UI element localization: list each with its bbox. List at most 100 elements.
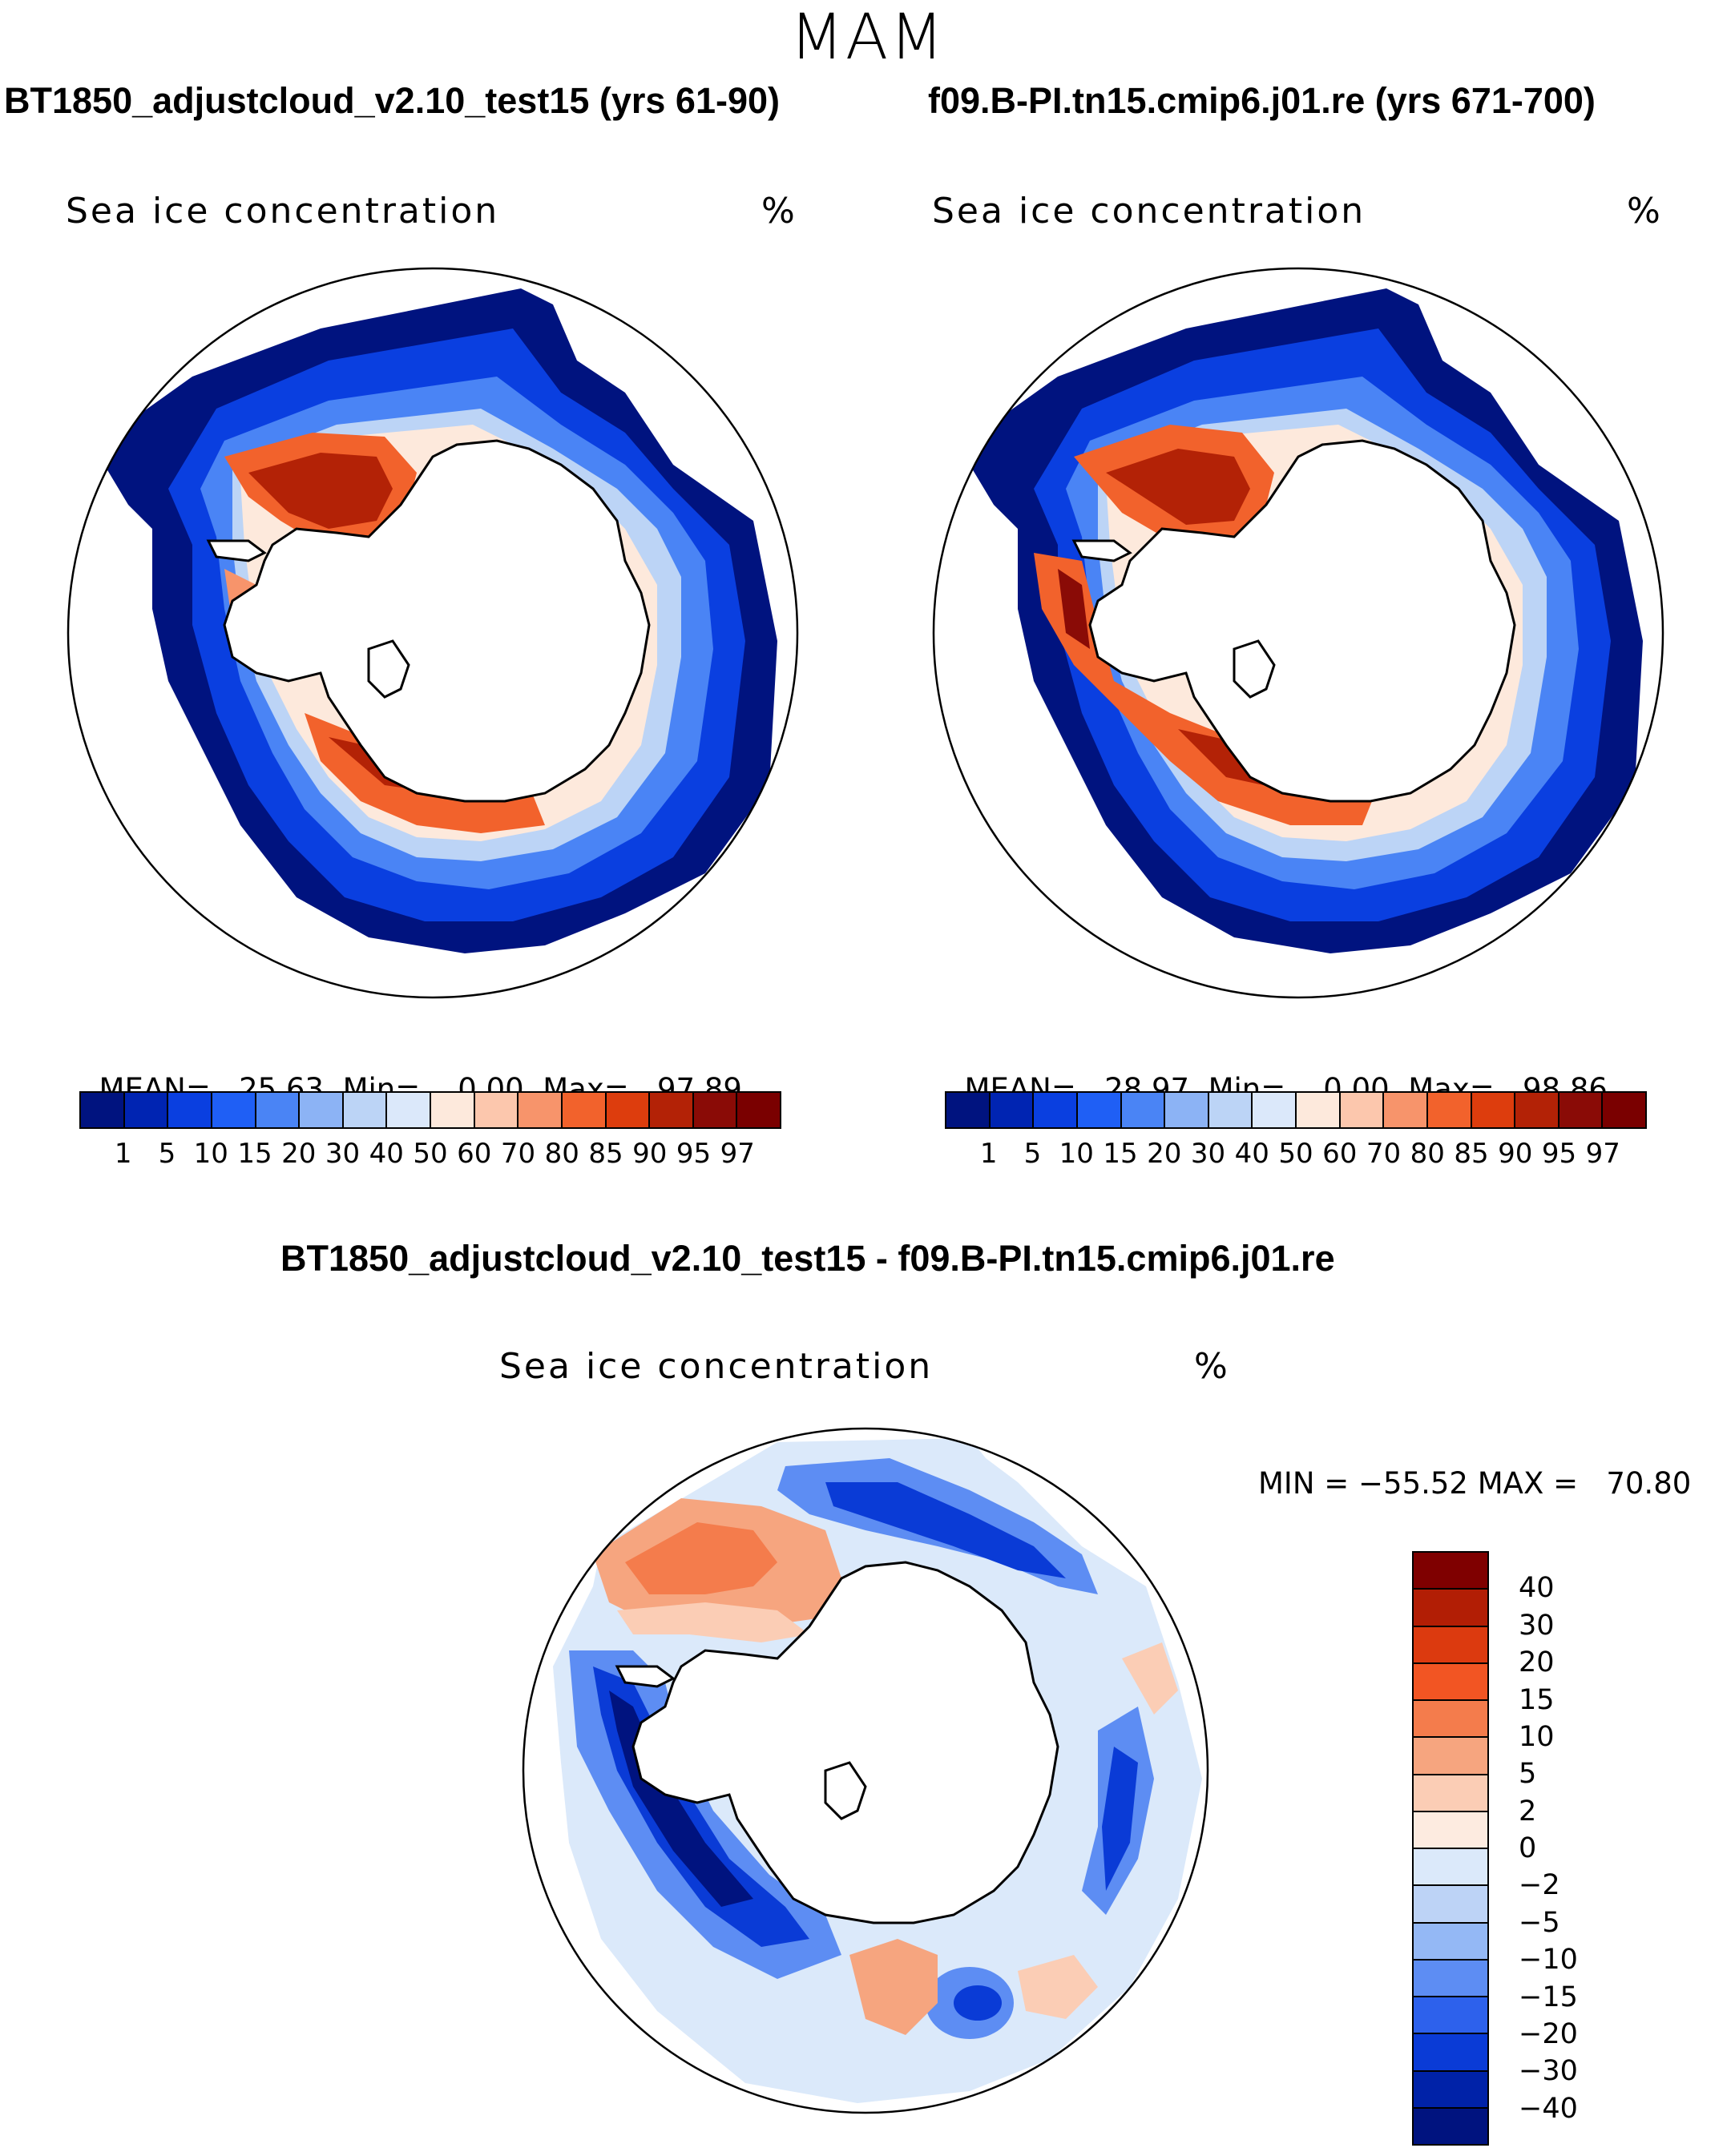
diff-colorbar-color-box [1414, 1701, 1487, 1739]
panel2-colorbar-tick-label: 5 [1023, 1138, 1042, 1170]
diff-colorbar-label: −30 [1519, 2055, 1578, 2088]
panel2-colorbar-tick-label: 90 [1498, 1138, 1533, 1170]
panel1-colorbar-color-box [256, 1093, 301, 1127]
diff-colorbar-label: 15 [1519, 1683, 1555, 1716]
panel2-units: % [1627, 191, 1663, 232]
panel2-colorbar-tick-label: 95 [1541, 1138, 1577, 1170]
panel2-colorbar-color-box [946, 1093, 991, 1127]
panel1-colorbar-tick-label: 95 [676, 1138, 712, 1170]
diff-colorbar-color-box [1414, 1849, 1487, 1887]
panel1-colorbar-tick-label: 50 [413, 1138, 448, 1170]
diff-colorbar-label: −20 [1519, 2017, 1578, 2050]
panel1-colorbar-tick-label: 20 [281, 1138, 317, 1170]
panel2-colorbar-color-box [1515, 1093, 1559, 1127]
panel2-colorbar-color-box [1253, 1093, 1297, 1127]
panel2-map [932, 267, 1664, 999]
diff-colorbar-color-box [1414, 1886, 1487, 1924]
panel1-colorbar-color-box [650, 1093, 694, 1127]
diff-colorbar-label: 20 [1519, 1646, 1555, 1679]
panel1-colorbar-tick-label: 5 [158, 1138, 176, 1170]
panel2-colorbar-tick-label: 70 [1366, 1138, 1402, 1170]
panel1-colorbar-color-box [562, 1093, 607, 1127]
panel2-colorbar-color-box [1471, 1093, 1516, 1127]
panel1-colorbar-color-box [300, 1093, 344, 1127]
panel1-colorbar-color-box [124, 1093, 169, 1127]
diff-colorbar-label: −5 [1519, 1906, 1560, 1939]
panel2-colorbar-tick-label: 97 [1585, 1138, 1620, 1170]
diff-units: % [1194, 1346, 1230, 1387]
diff-colorbar-color-box [1414, 1923, 1487, 1961]
panel2-colorbar-color-box [1077, 1093, 1122, 1127]
diff-colorbar-color-box [1414, 1590, 1487, 1627]
panel1-colorbar-tick-label: 80 [544, 1138, 579, 1170]
panel2-colorbar-color-box [990, 1093, 1035, 1127]
panel2-colorbar-color-box [1603, 1093, 1645, 1127]
panel1-case-title: BT1850_adjustcloud_v2.10_test15 (yrs 61-… [4, 80, 781, 121]
diff-colorbar-color-box [1414, 1997, 1487, 2035]
diff-title: BT1850_adjustcloud_v2.10_test15 - f09.B-… [280, 1238, 1335, 1279]
panel2-colorbar-tick-label: 50 [1278, 1138, 1313, 1170]
diff-colorbar-color-box [1414, 1960, 1487, 1997]
diff-colorbar-label: −10 [1519, 1944, 1578, 1977]
panel2-colorbar-color-box [1121, 1093, 1166, 1127]
panel2-colorbar-color-box [1034, 1093, 1078, 1127]
panel2-colorbar-color-box [1384, 1093, 1428, 1127]
diff-colorbar-color-box [1414, 1626, 1487, 1664]
diff-colorbar-color-box [1414, 1663, 1487, 1701]
panel1-colorbar-tick-label: 30 [325, 1138, 361, 1170]
panel1-colorbar-color-box [343, 1093, 388, 1127]
diff-colorbar-color-box [1414, 1775, 1487, 1812]
panel2-colorbar-tick-label: 30 [1190, 1138, 1226, 1170]
panel2-colorbar-tick-label: 85 [1454, 1138, 1489, 1170]
panel2-colorbar-tick-label: 20 [1147, 1138, 1182, 1170]
panel1-units: % [761, 191, 797, 232]
panel2-colorbar-tick-label: 40 [1234, 1138, 1269, 1170]
panel1-colorbar-color-box [606, 1093, 651, 1127]
diff-colorbar-color-box [1414, 1553, 1487, 1590]
panel2-colorbar-color-box [1165, 1093, 1209, 1127]
diff-colorbar [1412, 1551, 1489, 2146]
panel1-colorbar [79, 1091, 781, 1129]
diff-colorbar-label: 5 [1519, 1758, 1537, 1791]
panel1-colorbar-tick-label: 97 [720, 1138, 755, 1170]
panel1-colorbar-tick-label: 40 [369, 1138, 404, 1170]
panel1-colorbar-tick-label: 90 [632, 1138, 668, 1170]
panel1-colorbar-color-box [737, 1093, 780, 1127]
diff-colorbar-color-box [1414, 1811, 1487, 1849]
panel1-colorbar-color-box [168, 1093, 212, 1127]
panel1-colorbar-tick-label: 70 [500, 1138, 536, 1170]
panel2-colorbar-color-box [1297, 1093, 1341, 1127]
panel1-colorbar-color-box [387, 1093, 431, 1127]
panel1-colorbar-tick-label: 1 [114, 1138, 132, 1170]
diff-colorbar-color-box [1414, 2108, 1487, 2144]
panel1-colorbar-color-box [81, 1093, 125, 1127]
diff-colorbar-label: 10 [1519, 1720, 1555, 1753]
diff-variable: Sea ice concentration [499, 1346, 934, 1387]
panel1-colorbar-color-box [693, 1093, 738, 1127]
panel2-colorbar-tick-label: 15 [1103, 1138, 1138, 1170]
diff-colorbar-label: 0 [1519, 1832, 1537, 1864]
panel2-colorbar-color-box [1427, 1093, 1472, 1127]
panel1-variable: Sea ice concentration [66, 191, 500, 232]
diff-colorbar-labels: 40 30 20 15 10 5 2 0 −2 −5 −10 −15 −20 −30 −40 [1519, 1551, 1615, 2146]
panel2-case-title: f09.B-PI.tn15.cmip6.j01.re (yrs 671-700) [928, 80, 1596, 121]
panel2-colorbar-tick-label: 80 [1410, 1138, 1445, 1170]
diff-colorbar-label: −40 [1519, 2092, 1578, 2125]
panel2-colorbar-tick-label: 10 [1059, 1138, 1094, 1170]
panel1-colorbar-ticks: 1 5 10 15 20 30 40 50 60 70 80 85 90 95 97 [79, 1138, 781, 1173]
diff-colorbar-color-box [1414, 1738, 1487, 1775]
diff-colorbar-label: −15 [1519, 1981, 1578, 2013]
panel2-colorbar-tick-label: 60 [1322, 1138, 1358, 1170]
diff-minmax: MIN = −55.52 MAX = 70.80 [1258, 1466, 1692, 1501]
diff-colorbar-label: 40 [1519, 1572, 1555, 1605]
diff-map [522, 1427, 1209, 2114]
panel2-colorbar-ticks: 1 5 10 15 20 30 40 50 60 70 80 85 90 95 97 [945, 1138, 1647, 1173]
panel2-colorbar-color-box [1208, 1093, 1253, 1127]
panel2-variable: Sea ice concentration [932, 191, 1366, 232]
panel2-colorbar-color-box [1340, 1093, 1385, 1127]
panel1-colorbar-color-box [474, 1093, 519, 1127]
panel2-colorbar-color-box [1559, 1093, 1604, 1127]
diff-colorbar-color-box [1414, 2071, 1487, 2109]
diff-colorbar-label: 30 [1519, 1609, 1555, 1642]
panel2-colorbar [945, 1091, 1647, 1129]
